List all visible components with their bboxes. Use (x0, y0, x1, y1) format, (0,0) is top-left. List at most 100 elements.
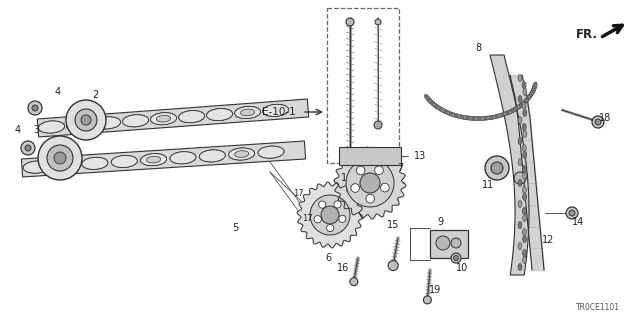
Text: 14: 14 (572, 217, 584, 227)
Ellipse shape (82, 157, 108, 169)
Circle shape (595, 119, 601, 125)
Ellipse shape (141, 154, 166, 166)
Ellipse shape (523, 131, 527, 138)
Polygon shape (297, 182, 363, 248)
Circle shape (366, 194, 374, 203)
Circle shape (47, 145, 73, 171)
Ellipse shape (429, 100, 435, 105)
Text: FR.: FR. (576, 28, 598, 41)
Ellipse shape (518, 138, 522, 145)
Ellipse shape (58, 162, 73, 169)
Ellipse shape (495, 114, 502, 118)
Ellipse shape (38, 121, 65, 133)
Circle shape (54, 152, 66, 164)
Ellipse shape (439, 108, 445, 112)
Circle shape (381, 183, 389, 192)
Ellipse shape (533, 82, 537, 89)
Text: 9: 9 (437, 217, 443, 227)
Ellipse shape (518, 116, 522, 124)
Text: 17: 17 (292, 188, 303, 197)
Ellipse shape (523, 214, 527, 221)
Ellipse shape (472, 116, 479, 121)
Ellipse shape (147, 156, 161, 163)
Ellipse shape (506, 110, 513, 115)
Ellipse shape (522, 100, 527, 105)
Ellipse shape (532, 84, 536, 91)
Ellipse shape (235, 107, 260, 118)
Ellipse shape (424, 94, 429, 100)
Ellipse shape (522, 187, 526, 194)
Ellipse shape (522, 207, 526, 214)
Ellipse shape (466, 116, 473, 120)
Text: 16: 16 (337, 263, 349, 273)
Ellipse shape (490, 115, 497, 119)
Circle shape (334, 201, 341, 208)
Circle shape (321, 206, 339, 224)
Circle shape (374, 166, 383, 175)
Circle shape (310, 195, 350, 235)
Circle shape (66, 100, 106, 140)
Ellipse shape (123, 115, 148, 127)
Ellipse shape (150, 113, 177, 125)
Circle shape (514, 172, 526, 184)
Ellipse shape (518, 263, 522, 270)
Circle shape (454, 255, 458, 260)
Ellipse shape (468, 116, 476, 120)
Ellipse shape (72, 122, 86, 128)
Text: 5: 5 (232, 223, 238, 233)
Circle shape (374, 121, 382, 129)
Circle shape (375, 19, 381, 25)
Text: 4: 4 (15, 125, 21, 135)
Circle shape (81, 115, 91, 125)
Ellipse shape (111, 156, 137, 168)
Circle shape (592, 116, 604, 128)
Ellipse shape (522, 165, 526, 172)
Ellipse shape (475, 116, 482, 121)
Circle shape (28, 101, 42, 115)
Ellipse shape (518, 95, 522, 102)
Ellipse shape (522, 102, 526, 109)
Ellipse shape (524, 98, 529, 104)
Ellipse shape (444, 110, 451, 115)
Ellipse shape (207, 108, 232, 121)
Text: 13: 13 (414, 151, 426, 161)
Text: 19: 19 (429, 285, 441, 295)
Circle shape (339, 215, 346, 222)
Ellipse shape (228, 148, 255, 160)
Ellipse shape (141, 154, 166, 166)
Ellipse shape (486, 116, 493, 120)
Ellipse shape (234, 151, 249, 157)
Ellipse shape (111, 156, 137, 168)
Polygon shape (37, 99, 308, 137)
Ellipse shape (23, 161, 49, 173)
Ellipse shape (431, 101, 436, 107)
Ellipse shape (477, 116, 484, 121)
Ellipse shape (523, 194, 527, 201)
Ellipse shape (492, 115, 499, 119)
Circle shape (25, 145, 31, 151)
Ellipse shape (426, 96, 431, 102)
Circle shape (32, 105, 38, 111)
Circle shape (491, 162, 503, 174)
Ellipse shape (38, 121, 65, 133)
Ellipse shape (481, 116, 488, 120)
Ellipse shape (527, 94, 532, 100)
Circle shape (75, 109, 97, 131)
Ellipse shape (228, 148, 255, 160)
Ellipse shape (484, 116, 490, 120)
Ellipse shape (170, 152, 196, 164)
Text: 3: 3 (33, 125, 39, 135)
Ellipse shape (428, 98, 433, 104)
Ellipse shape (460, 115, 467, 119)
Ellipse shape (522, 228, 526, 236)
Ellipse shape (522, 145, 526, 151)
Ellipse shape (518, 243, 522, 250)
Ellipse shape (449, 112, 456, 116)
Text: 17: 17 (301, 213, 312, 222)
Circle shape (356, 166, 365, 175)
Ellipse shape (156, 116, 171, 122)
Ellipse shape (520, 101, 525, 107)
Ellipse shape (435, 105, 441, 110)
Ellipse shape (528, 92, 533, 98)
Ellipse shape (241, 109, 255, 116)
